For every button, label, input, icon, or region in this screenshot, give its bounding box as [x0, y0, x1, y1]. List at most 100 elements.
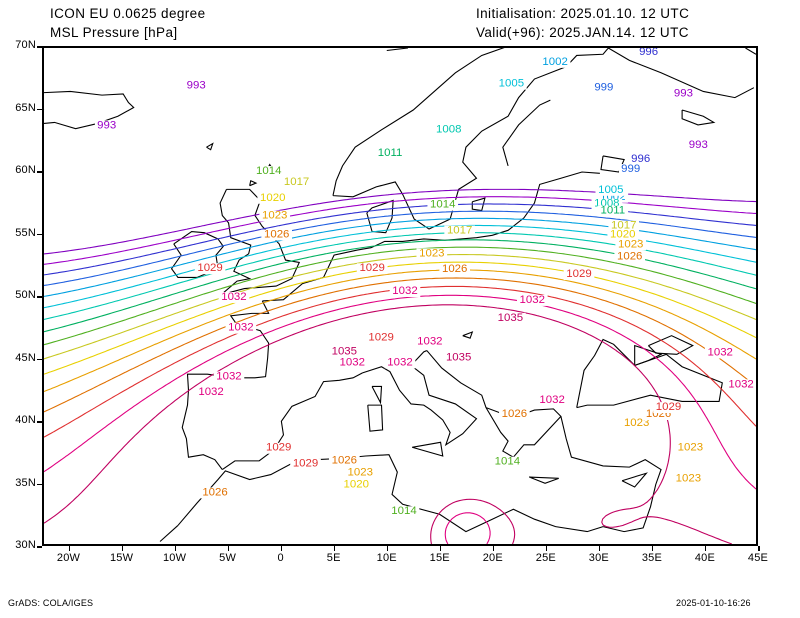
title-line1: ICON EU 0.0625 degree: [50, 6, 206, 21]
contour-label: 1029: [266, 442, 291, 454]
x-tickmark: [386, 546, 389, 551]
x-tickmark: [227, 546, 230, 551]
y-tick-70N: 70N: [15, 39, 36, 51]
contour-label: 1002: [542, 56, 567, 68]
contour-label-backdrop: [675, 442, 706, 454]
contour-label-backdrop: [218, 292, 250, 303]
contour-line-1023: [44, 269, 756, 393]
contour-label: 1032: [417, 336, 442, 348]
contour-label: 1029: [359, 262, 384, 274]
contour-label-backdrop: [225, 322, 257, 334]
contour-line-996: [44, 203, 756, 276]
contour-label-backdrop: [328, 346, 360, 358]
contour-label-backdrop: [615, 239, 647, 251]
contour-label: 1014: [256, 165, 282, 177]
contour-label-backdrop: [563, 269, 595, 281]
contour-label-backdrop: [608, 220, 640, 232]
contour-label-backdrop: [673, 473, 704, 485]
contour-label-backdrop: [704, 347, 736, 359]
contour-label: 1011: [601, 205, 626, 217]
contour-label: 1026: [202, 486, 227, 498]
contour-label: 1026: [442, 263, 467, 275]
contour-label: 1029: [656, 401, 681, 413]
x-tickmark: [333, 546, 336, 551]
y-tick-40N: 40N: [15, 414, 36, 426]
coastline-path: [221, 372, 363, 471]
contour-label-backdrop: [686, 140, 711, 152]
coastline-path: [560, 416, 662, 533]
y-tick-65N: 65N: [15, 101, 36, 114]
y-tickmark: [37, 358, 42, 360]
x-tickmark: [439, 546, 442, 551]
contour-label: 1026: [617, 250, 642, 262]
contour-line-1035: [44, 304, 733, 544]
contour-label: 1023: [419, 247, 444, 259]
contour-label-backdrop: [499, 409, 530, 420]
coastline-path: [177, 454, 604, 533]
x-tickmark: [545, 546, 548, 551]
contour-label: 996: [631, 153, 650, 165]
contour-label: 1032: [340, 356, 365, 368]
x-tick-40E: 40E: [694, 552, 716, 564]
contour-label: 1008: [436, 123, 461, 135]
contour-label-backdrop: [492, 456, 523, 468]
contour-label: 1032: [707, 347, 732, 359]
contour-label: 1032: [392, 285, 417, 297]
contour-label: 999: [621, 163, 640, 175]
contour-label-backdrop: [443, 352, 474, 364]
x-tick-20W: 20W: [56, 552, 81, 564]
contour-label: 1005: [499, 78, 524, 90]
x-tickmark: [280, 546, 283, 551]
title-line2: MSL Pressure [hPa]: [50, 25, 178, 40]
coastline-path: [371, 385, 383, 405]
x-tickmark: [68, 546, 71, 551]
coastline-path: [681, 109, 716, 126]
contour-label-backdrop: [618, 164, 643, 175]
contour-label-backdrop: [414, 336, 446, 348]
y-tickmark: [37, 171, 42, 173]
contour-label-backdrop: [597, 191, 629, 203]
contour-label: 1023: [678, 442, 703, 454]
contour-label-backdrop: [444, 225, 475, 237]
contour-label: 1026: [332, 455, 357, 467]
x-tick-20E: 20E: [482, 552, 503, 564]
coastline-path: [262, 171, 600, 302]
contour-label: 1026: [502, 408, 527, 420]
contour-line-1026: [44, 277, 756, 413]
contour-label: 993: [187, 80, 206, 92]
contour-label: 1023: [624, 417, 649, 429]
coastline-path: [332, 48, 610, 230]
contour-label: 1032: [728, 378, 753, 390]
y-tickmark: [37, 233, 42, 235]
contour-label-backdrop: [495, 312, 526, 324]
pressure-contour-map: 9939939939939969969999991002100210051005…: [44, 48, 756, 544]
contour-label-backdrop: [595, 184, 627, 196]
contour-label-backdrop: [516, 295, 548, 306]
contour-label-backdrop: [614, 251, 646, 263]
contour-line-1014: [44, 246, 756, 346]
footer-timestamp: 2025-01-10-16:26: [676, 598, 751, 608]
contour-label-backdrop: [628, 154, 653, 166]
contour-label: 1032: [539, 394, 564, 406]
x-tick-45E: 45E: [747, 552, 769, 564]
contour-label: 1032: [520, 294, 545, 306]
coastline-path: [411, 441, 444, 457]
coastline-path: [362, 350, 478, 447]
contour-label: 1035: [332, 346, 357, 358]
coastline-path: [621, 472, 648, 488]
contour-line-1032: [44, 294, 756, 490]
contour-label: 1023: [262, 210, 287, 222]
contour-label: 1005: [598, 184, 623, 196]
coastline-path: [634, 344, 663, 366]
contour-label: 1023: [676, 473, 701, 485]
coastline-path: [367, 404, 384, 432]
coastline-path: [206, 142, 214, 151]
contour-line-1020: [44, 261, 756, 375]
x-tickmark: [121, 546, 124, 551]
x-tick-35E: 35E: [641, 552, 663, 564]
x-tick-5W: 5W: [219, 552, 237, 564]
contour-label: 1017: [284, 176, 309, 188]
contour-label-backdrop: [496, 78, 527, 90]
contour-label: 1014: [430, 199, 456, 211]
contour-label-backdrop: [194, 263, 226, 275]
